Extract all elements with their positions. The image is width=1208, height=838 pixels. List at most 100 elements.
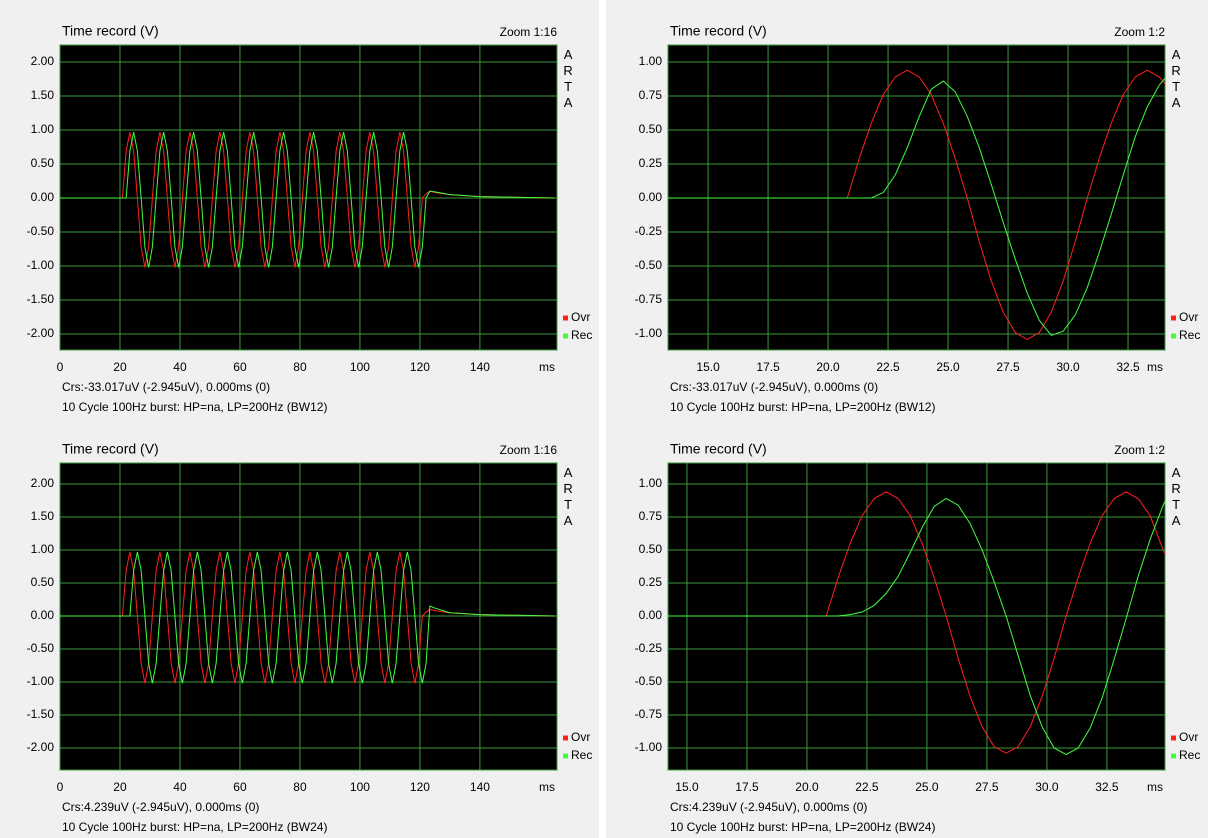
x-tick-label: 60 [233, 360, 247, 374]
y-tick-label: 0.25 [639, 575, 663, 589]
y-tick-label: -0.25 [635, 224, 663, 238]
x-tick-label: 120 [410, 780, 430, 794]
waveform [668, 497, 1166, 756]
y-tick-label: -1.00 [635, 740, 663, 754]
chart-title: Time record (V) [670, 441, 767, 457]
y-tick-label: 0.75 [639, 88, 663, 102]
legend-swatch [563, 735, 568, 741]
x-tick-label: 25.0 [915, 780, 939, 794]
y-tick-label: 0.00 [31, 608, 55, 622]
logo: ARTA [561, 47, 576, 111]
x-tick-label: 100 [350, 360, 370, 374]
y-tick-label: -0.50 [27, 641, 55, 655]
y-tick-label: -2.00 [27, 326, 55, 340]
waveform [668, 77, 1166, 336]
y-tick-label: 0.50 [639, 122, 663, 136]
x-tick-label: 80 [293, 780, 307, 794]
x-tick-label: 60 [233, 780, 247, 794]
legend-swatch [563, 333, 568, 339]
legend-label: Rec [1179, 328, 1200, 342]
y-tick-label: -1.00 [635, 326, 663, 340]
y-tick-label: 0.00 [31, 190, 55, 204]
caption: 10 Cycle 100Hz burst: HP=na, LP=200Hz (B… [670, 400, 935, 414]
x-tick-label: 40 [173, 360, 187, 374]
y-tick-label: 0.00 [639, 608, 663, 622]
y-tick-label: 0.50 [639, 542, 663, 556]
x-tick-label: 20 [113, 780, 127, 794]
chart-title: Time record (V) [670, 23, 767, 39]
plot-border [667, 462, 1166, 771]
zoom-label: Zoom 1:16 [500, 443, 558, 457]
y-tick-label: -1.00 [27, 674, 55, 688]
x-axis-unit: ms [1147, 360, 1163, 374]
x-tick-label: 27.5 [975, 780, 999, 794]
x-tick-label: 32.5 [1116, 360, 1140, 374]
x-tick-label: 17.5 [756, 360, 780, 374]
y-tick-label: 1.00 [31, 122, 55, 136]
y-tick-label: 0.75 [639, 509, 663, 523]
legend-label: Ovr [571, 730, 590, 744]
cursor-readout: Crs:-33.017uV (-2.945uV), 0.000ms (0) [62, 380, 270, 394]
y-tick-label: -1.00 [27, 258, 55, 272]
legend-label: Rec [571, 748, 592, 762]
y-tick-label: 0.00 [639, 190, 663, 204]
cursor-readout: Crs:4.239uV (-2.945uV), 0.000ms (0) [670, 800, 867, 814]
y-tick-label: -0.50 [27, 224, 55, 238]
caption: 10 Cycle 100Hz burst: HP=na, LP=200Hz (B… [62, 400, 327, 414]
x-tick-label: 22.5 [876, 360, 900, 374]
waveform [60, 131, 555, 268]
waveform [60, 551, 555, 684]
waveform [60, 551, 555, 684]
y-tick-label: -0.50 [635, 674, 663, 688]
legend-swatch [1171, 735, 1176, 741]
legend-swatch [1171, 315, 1176, 321]
x-tick-label: 0 [57, 360, 64, 374]
y-tick-label: -0.50 [635, 258, 663, 272]
x-tick-label: 20.0 [816, 360, 840, 374]
divider [599, 0, 606, 838]
y-tick-label: -1.50 [27, 707, 55, 721]
y-tick-label: 0.50 [31, 156, 55, 170]
logo: ARTA [561, 465, 576, 529]
y-tick-label: 1.00 [639, 54, 663, 68]
legend-label: Ovr [571, 310, 590, 324]
legend-label: Ovr [1179, 310, 1198, 324]
y-tick-label: 2.00 [31, 54, 55, 68]
x-tick-label: 140 [470, 780, 490, 794]
zoom-label: Zoom 1:2 [1114, 25, 1165, 39]
zoom-label: Zoom 1:2 [1114, 443, 1165, 457]
chart-title: Time record (V) [62, 23, 159, 39]
y-tick-label: -2.00 [27, 740, 55, 754]
y-tick-label: 0.50 [31, 575, 55, 589]
y-tick-label: 1.00 [31, 542, 55, 556]
y-tick-label: 0.25 [639, 156, 663, 170]
x-tick-label: 25.0 [936, 360, 960, 374]
x-tick-label: 15.0 [675, 780, 699, 794]
legend-swatch [1171, 753, 1176, 759]
x-tick-label: 20 [113, 360, 127, 374]
x-tick-label: 27.5 [996, 360, 1020, 374]
cursor-readout: Crs:-33.017uV (-2.945uV), 0.000ms (0) [670, 380, 878, 394]
y-tick-label: 1.50 [31, 509, 55, 523]
legend-swatch [563, 753, 568, 759]
chart-title: Time record (V) [62, 441, 159, 457]
caption: 10 Cycle 100Hz burst: HP=na, LP=200Hz (B… [62, 820, 327, 834]
y-tick-label: 2.00 [31, 476, 55, 490]
x-tick-label: 15.0 [696, 360, 720, 374]
plot-area [668, 463, 1165, 770]
legend-label: Ovr [1179, 730, 1198, 744]
x-tick-label: 40 [173, 780, 187, 794]
zoom-label: Zoom 1:16 [500, 25, 558, 39]
y-tick-label: 1.50 [31, 88, 55, 102]
legend-label: Rec [1179, 748, 1200, 762]
x-tick-label: 140 [470, 360, 490, 374]
legend-swatch [1171, 333, 1176, 339]
x-tick-label: 32.5 [1095, 780, 1119, 794]
x-tick-label: 22.5 [855, 780, 879, 794]
cursor-readout: Crs:4.239uV (-2.945uV), 0.000ms (0) [62, 800, 259, 814]
legend-swatch [563, 315, 568, 321]
plot-area [60, 45, 557, 350]
waveform [668, 491, 1166, 754]
x-tick-label: 17.5 [735, 780, 759, 794]
x-axis-unit: ms [1147, 780, 1163, 794]
